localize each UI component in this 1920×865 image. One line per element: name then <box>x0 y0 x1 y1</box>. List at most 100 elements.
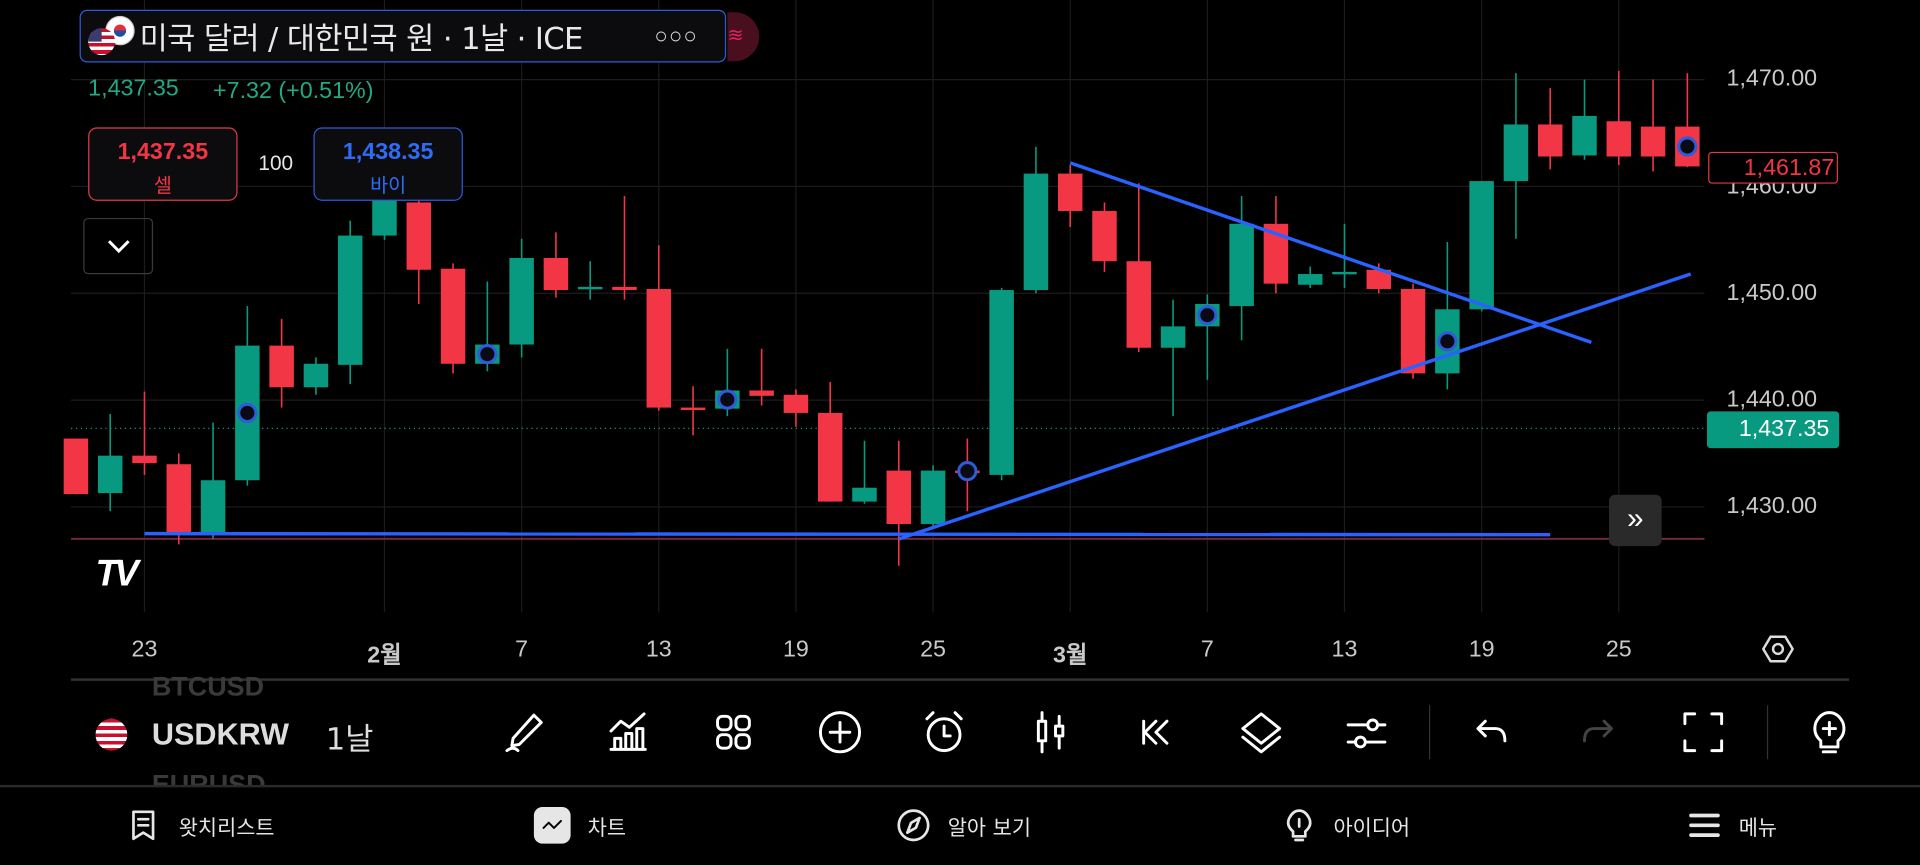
chart-icon <box>533 806 571 844</box>
event-marker <box>237 402 258 424</box>
candle-body <box>337 235 363 365</box>
sell-price: 1,437.35 <box>117 139 209 166</box>
candle-body <box>1297 274 1323 285</box>
event-marker <box>717 389 738 410</box>
chevron-down-icon <box>107 240 129 254</box>
ellipsis-icon[interactable]: ○○○ <box>654 23 698 48</box>
quantity[interactable]: 100 <box>258 151 294 176</box>
candle-body <box>1092 211 1117 262</box>
indicators-icon[interactable] <box>604 708 653 757</box>
symbol-title-bar[interactable]: 미국 달러 / 대한민국 원 · 1날 · ICE ○○○ <box>79 9 727 63</box>
pencil-icon[interactable] <box>500 708 549 757</box>
time-label: 19 <box>782 636 809 663</box>
nav-ideas[interactable]: 아이디어 <box>1282 803 1410 847</box>
candle-body <box>303 363 329 388</box>
collapse-button[interactable] <box>83 217 154 275</box>
symbol-selector[interactable]: USDKRW <box>151 717 289 752</box>
nav-chart[interactable]: 차트 <box>533 803 626 847</box>
time-label: 23 <box>131 636 158 663</box>
nav-watchlist[interactable]: 왓치리스트 <box>127 803 275 847</box>
sell-button[interactable]: 1,437.35 셀 <box>88 127 238 201</box>
price-label: 1,450.00 <box>1726 280 1818 307</box>
price-chart[interactable] <box>0 0 1920 680</box>
candle-body <box>1469 181 1494 310</box>
candle-body <box>817 412 843 502</box>
undo-icon[interactable] <box>1467 708 1516 757</box>
candle-body <box>1606 121 1632 157</box>
nav-explore[interactable]: 알아 보기 <box>896 803 1031 847</box>
nav-label: 왓치리스트 <box>178 816 275 841</box>
time-label: 7 <box>515 636 529 663</box>
candle-body <box>1640 126 1666 157</box>
alarm-icon[interactable] <box>920 708 969 757</box>
symbol-next[interactable]: EURUSD <box>151 768 266 787</box>
time-label: 13 <box>1331 636 1358 663</box>
candle-body <box>1126 261 1152 348</box>
price-change: +7.32 (+0.51%) <box>213 78 374 105</box>
nav-label: 알아 보기 <box>947 816 1031 841</box>
price-label: 1,440.00 <box>1726 386 1818 413</box>
interval-selector[interactable]: 1날 <box>325 721 374 757</box>
event-marker <box>1677 136 1698 157</box>
time-label: 3월 <box>1053 642 1088 669</box>
nav-menu[interactable]: 메뉴 <box>1687 803 1777 847</box>
event-marker <box>1437 331 1458 352</box>
candle-body <box>1572 115 1597 156</box>
candles-icon[interactable] <box>1026 708 1075 757</box>
axis-settings-icon[interactable] <box>1762 633 1794 665</box>
sell-label: 셀 <box>153 173 172 198</box>
candle-body <box>1366 269 1392 289</box>
candle-body <box>989 290 1014 475</box>
us-flag-icon <box>95 718 128 751</box>
buy-price: 1,438.35 <box>342 139 434 166</box>
compass-icon <box>897 809 930 842</box>
symbol-title: 미국 달러 / 대한민국 원 · 1날 · ICE <box>139 20 584 56</box>
replay-icon[interactable] <box>1130 708 1179 757</box>
time-label: 19 <box>1468 636 1495 663</box>
redo-icon[interactable] <box>1573 708 1622 757</box>
nav-label: 아이디어 <box>1333 816 1411 841</box>
plus-circle-icon[interactable] <box>816 708 865 757</box>
tradingview-logo: TV <box>95 553 139 594</box>
idea-bulb-icon[interactable] <box>1805 708 1854 757</box>
candle-body <box>543 258 569 291</box>
candle-body <box>680 407 706 411</box>
fullscreen-icon[interactable] <box>1679 708 1728 757</box>
nav-label: 메뉴 <box>1738 816 1778 841</box>
candle-body <box>63 438 89 495</box>
trendlines[interactable] <box>144 161 1692 541</box>
divider <box>1428 705 1431 760</box>
last-bar-price-label: 1,461.87 <box>1708 151 1838 184</box>
candle-body <box>1229 223 1254 307</box>
current-price-label: 1,437.35 <box>1706 411 1840 449</box>
candle-body <box>646 288 672 408</box>
candle-body <box>440 268 466 364</box>
candle-body <box>1503 124 1529 182</box>
layers-icon[interactable] <box>1237 708 1286 757</box>
scroll-to-latest-button[interactable]: » <box>1608 494 1662 547</box>
buy-button[interactable]: 1,438.35 바이 <box>313 127 463 201</box>
candle-body <box>166 464 192 533</box>
candle-body <box>509 258 534 345</box>
trendline <box>144 531 1551 537</box>
candle-body <box>372 199 397 236</box>
candle-body <box>612 286 637 291</box>
time-label: 2월 <box>367 642 402 669</box>
candle-body <box>269 345 294 388</box>
symbol-prev[interactable]: BTCUSD <box>151 671 265 702</box>
settings-sliders-icon[interactable] <box>1342 708 1391 757</box>
event-marker <box>957 461 978 482</box>
watchlist-icon <box>132 810 155 841</box>
candle-body <box>200 480 226 533</box>
candle-body <box>577 286 603 290</box>
candle-body <box>1057 173 1083 212</box>
candle-body <box>97 455 123 494</box>
trendline <box>1069 161 1592 345</box>
candle-body <box>1332 271 1357 275</box>
candle-body <box>852 487 877 502</box>
candle-body <box>749 390 774 396</box>
grid-icon[interactable] <box>709 708 758 757</box>
time-label: 25 <box>1605 636 1632 663</box>
time-label: 13 <box>645 636 672 663</box>
divider <box>0 784 1920 788</box>
